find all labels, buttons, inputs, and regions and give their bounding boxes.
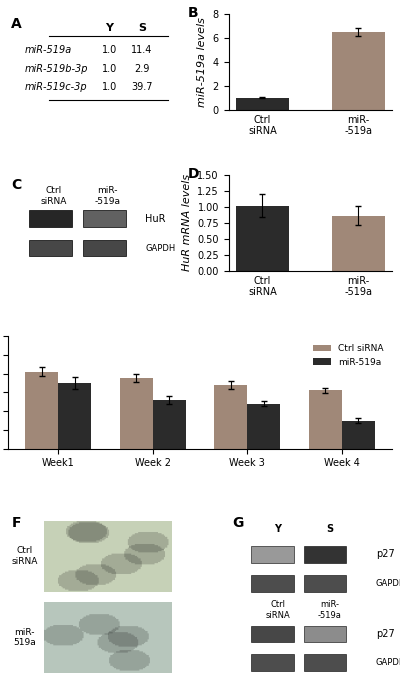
Text: 11.4: 11.4 [131, 45, 153, 55]
Text: p27: p27 [376, 549, 394, 560]
Text: S: S [138, 23, 146, 33]
Text: miR-
519a: miR- 519a [13, 628, 36, 647]
FancyBboxPatch shape [304, 575, 346, 592]
Text: F: F [11, 516, 21, 530]
FancyBboxPatch shape [29, 240, 72, 256]
Text: 39.7: 39.7 [131, 82, 153, 92]
Text: Ctrl
siRNA: Ctrl siRNA [265, 600, 290, 620]
Text: Y: Y [274, 524, 281, 534]
FancyBboxPatch shape [304, 546, 346, 563]
Bar [332, 216, 384, 271]
Text: GAPDH: GAPDH [145, 244, 176, 253]
Text: miR-519a: miR-519a [24, 45, 72, 55]
Text: miR-
-519a: miR- -519a [95, 187, 121, 206]
Text: 1.0: 1.0 [102, 82, 117, 92]
Text: GAPDH: GAPDH [376, 579, 400, 588]
Bar [120, 378, 153, 449]
Bar [214, 385, 247, 449]
Bar [153, 400, 186, 449]
Text: HuR: HuR [145, 213, 166, 224]
Bar [58, 383, 92, 449]
Text: miR-
-519a: miR- -519a [318, 600, 342, 620]
Text: 1.0: 1.0 [102, 45, 117, 55]
Text: Ctrl
siRNA: Ctrl siRNA [11, 546, 38, 566]
Text: G: G [232, 516, 243, 530]
Text: Y: Y [105, 23, 113, 33]
FancyBboxPatch shape [29, 210, 72, 227]
Text: miR-519c-3p: miR-519c-3p [24, 82, 87, 92]
Bar [26, 372, 58, 449]
Text: Ctrl
siRNA: Ctrl siRNA [40, 187, 67, 206]
Text: B: B [188, 6, 198, 20]
Y-axis label: miR-519a levels: miR-519a levels [197, 17, 207, 107]
FancyBboxPatch shape [252, 625, 294, 643]
Text: 1.0: 1.0 [102, 63, 117, 74]
Text: p27: p27 [376, 629, 394, 639]
Text: 2.9: 2.9 [134, 63, 150, 74]
Bar [332, 32, 384, 110]
Y-axis label: HuR mRNA levels: HuR mRNA levels [182, 174, 192, 271]
Bar [247, 404, 280, 449]
Text: GAPDH: GAPDH [376, 658, 400, 667]
Legend: Ctrl siRNA, miR-519a: Ctrl siRNA, miR-519a [310, 340, 388, 370]
FancyBboxPatch shape [252, 654, 294, 671]
FancyBboxPatch shape [304, 625, 346, 643]
FancyBboxPatch shape [83, 210, 126, 227]
Text: D: D [188, 167, 199, 181]
FancyBboxPatch shape [252, 575, 294, 592]
Text: A: A [11, 17, 22, 31]
Bar [236, 98, 289, 110]
FancyBboxPatch shape [83, 240, 126, 256]
Text: C: C [11, 178, 22, 192]
Bar [236, 206, 289, 271]
Bar [342, 420, 374, 449]
Text: miR-519b-3p: miR-519b-3p [24, 63, 88, 74]
Bar [308, 390, 342, 449]
FancyBboxPatch shape [252, 546, 294, 563]
FancyBboxPatch shape [304, 654, 346, 671]
Text: S: S [326, 524, 334, 534]
